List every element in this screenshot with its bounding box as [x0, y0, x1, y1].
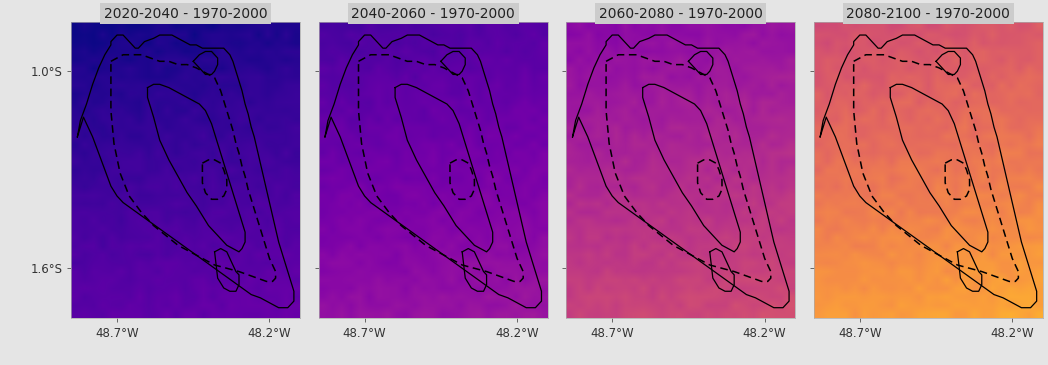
Title: 2020-2040 - 1970-2000: 2020-2040 - 1970-2000 [104, 7, 267, 21]
Title: 2080-2100 - 1970-2000: 2080-2100 - 1970-2000 [847, 7, 1010, 21]
Title: 2060-2080 - 1970-2000: 2060-2080 - 1970-2000 [598, 7, 763, 21]
Title: 2040-2060 - 1970-2000: 2040-2060 - 1970-2000 [351, 7, 516, 21]
